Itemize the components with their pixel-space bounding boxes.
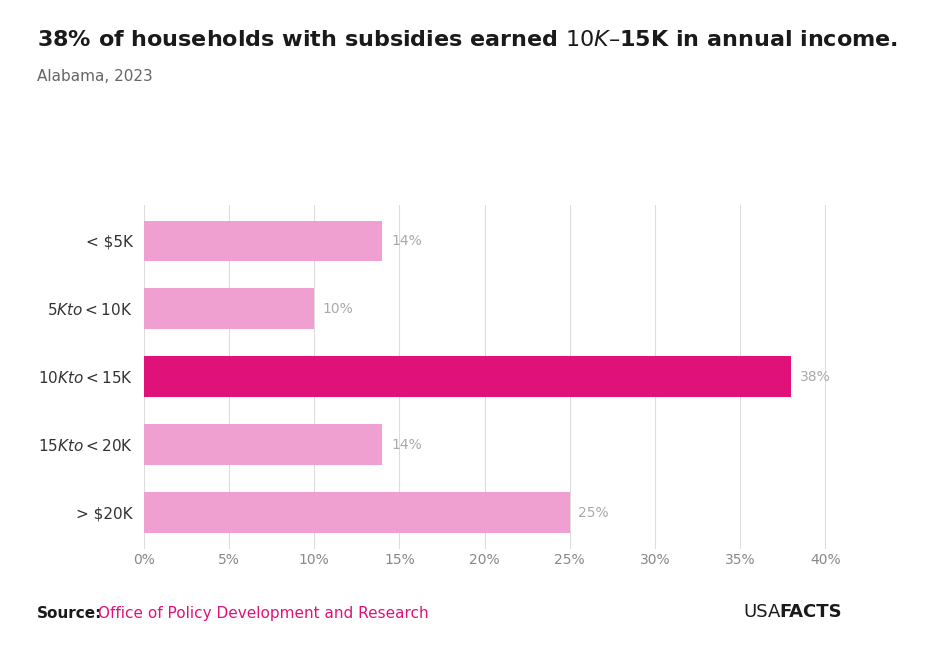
Text: Source:: Source:: [37, 606, 102, 621]
Text: Office of Policy Development and Research: Office of Policy Development and Researc…: [97, 606, 428, 621]
Text: FACTS: FACTS: [779, 603, 841, 621]
Bar: [144, 221, 382, 261]
Text: 38%: 38%: [799, 369, 830, 384]
Text: USA: USA: [742, 603, 780, 621]
Text: 14%: 14%: [391, 234, 421, 248]
Bar: [144, 424, 382, 465]
Text: 38% of households with subsidies earned $10K–$15K in annual income.: 38% of households with subsidies earned …: [37, 30, 897, 50]
Text: 14%: 14%: [391, 438, 421, 451]
Bar: [144, 288, 314, 329]
Text: 10%: 10%: [323, 302, 354, 316]
Text: 25%: 25%: [577, 506, 608, 520]
Text: Alabama, 2023: Alabama, 2023: [37, 69, 153, 85]
Bar: [144, 356, 791, 397]
Bar: [144, 492, 569, 533]
